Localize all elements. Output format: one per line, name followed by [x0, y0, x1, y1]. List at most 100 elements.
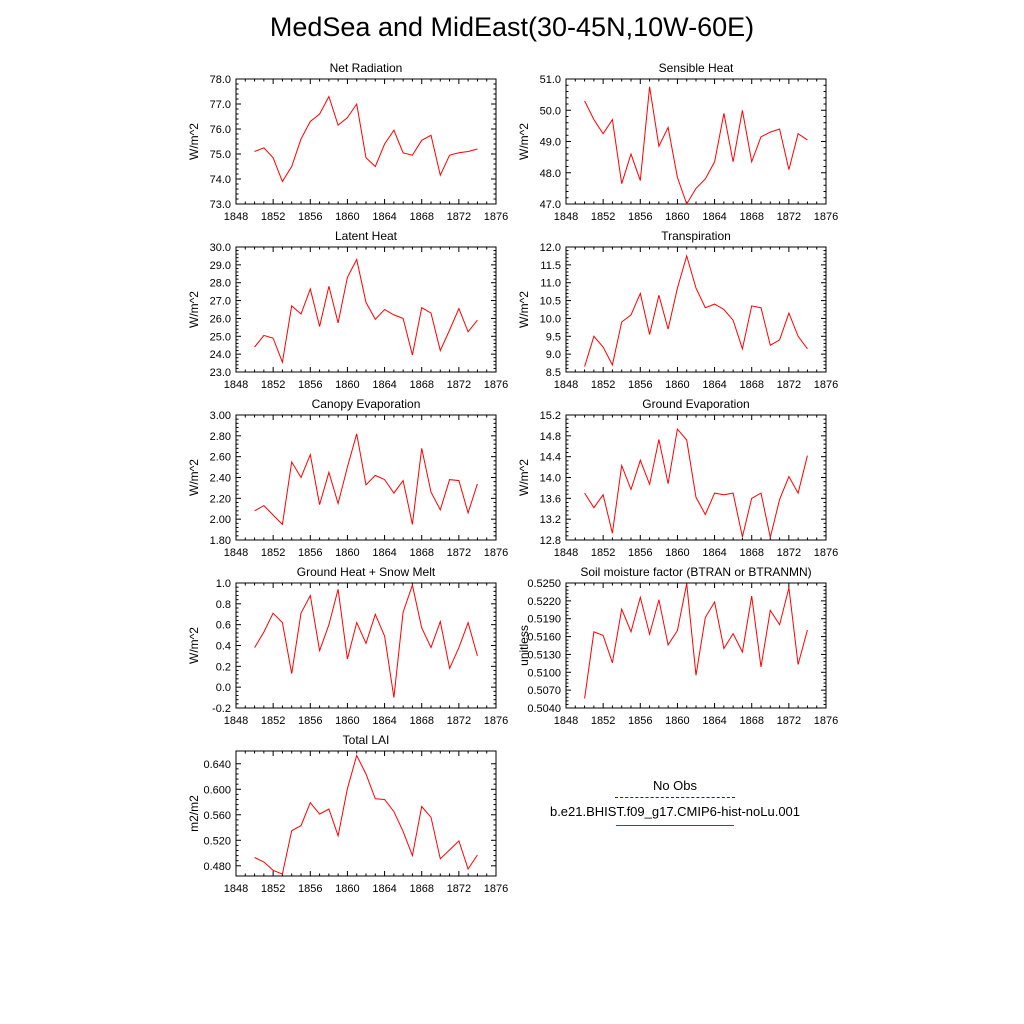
- x-tick-label: 1872: [777, 211, 801, 223]
- x-tick-label: 1852: [591, 379, 615, 391]
- x-tick-label: 1852: [591, 547, 615, 559]
- y-tick-label: 14.0: [540, 473, 561, 485]
- y-tick-label: 0.2: [216, 661, 231, 673]
- x-tick-label: 1876: [484, 211, 508, 223]
- x-tick-label: 1848: [224, 883, 248, 895]
- y-axis-label: W/m^2: [517, 459, 531, 496]
- y-tick-label: 14.4: [540, 452, 561, 464]
- plot-frame: [235, 78, 497, 205]
- x-tick-label: 1872: [447, 211, 471, 223]
- x-tick-label: 1852: [261, 547, 285, 559]
- panel-title: Transpiration: [661, 229, 731, 243]
- x-tick-label: 1864: [372, 715, 396, 727]
- y-tick-label: 8.5: [546, 367, 561, 379]
- legend-obs-swatch: [615, 797, 735, 798]
- plot-frame: [235, 582, 497, 709]
- x-tick-label: 1864: [372, 883, 396, 895]
- y-axis-label: W/m^2: [517, 291, 531, 328]
- y-tick-label: 78.0: [210, 74, 231, 86]
- y-tick-label: 1.0: [216, 578, 231, 590]
- y-tick-label: 0.8: [216, 599, 231, 611]
- y-tick-label: 3.00: [210, 410, 231, 422]
- series-line: [584, 427, 808, 538]
- x-tick-label: 1856: [298, 547, 322, 559]
- series-line: [584, 254, 808, 367]
- chart-panel: Total LAI m2/m2 1848 1852 1856 1860 1864 1868 18…: [187, 733, 508, 895]
- x-tick-label: 1876: [814, 547, 838, 559]
- x-tick-label: 1872: [447, 379, 471, 391]
- x-tick-label: 1848: [224, 211, 248, 223]
- chart-panel: Soil moisture factor (BTRAN or BTRANMN) u…: [517, 565, 838, 727]
- y-tick-label: 25.0: [210, 331, 231, 343]
- x-tick-label: 1868: [739, 379, 763, 391]
- x-tick-label: 1852: [261, 211, 285, 223]
- y-tick-label: 10.5: [540, 296, 561, 308]
- y-tick-label: 0.5160: [527, 632, 561, 644]
- x-tick-label: 1848: [224, 715, 248, 727]
- x-tick-label: 1860: [665, 379, 689, 391]
- y-tick-label: 23.0: [210, 367, 231, 379]
- x-tick-label: 1856: [298, 715, 322, 727]
- x-tick-label: 1856: [298, 883, 322, 895]
- y-tick-label: 75.0: [210, 149, 231, 161]
- y-tick-label: 1.80: [210, 535, 231, 547]
- y-tick-label: 29.0: [210, 260, 231, 272]
- x-tick-label: 1864: [372, 211, 396, 223]
- y-tick-label: 13.2: [540, 514, 561, 526]
- y-tick-label: 0.480: [203, 861, 231, 873]
- legend-obs-label: No Obs: [652, 778, 698, 793]
- y-axis-label: unitless: [517, 625, 531, 666]
- x-tick-label: 1872: [447, 715, 471, 727]
- x-tick-label: 1868: [409, 547, 433, 559]
- x-tick-label: 1864: [372, 547, 396, 559]
- y-tick-label: 2.40: [210, 473, 231, 485]
- x-tick-label: 1860: [335, 211, 359, 223]
- y-tick-label: 27.0: [210, 296, 231, 308]
- x-tick-label: 1848: [224, 547, 248, 559]
- x-tick-label: 1856: [628, 547, 652, 559]
- y-tick-label: 15.2: [540, 410, 561, 422]
- panel-title: Soil moisture factor (BTRAN or BTRANMN): [580, 565, 811, 579]
- y-axis-label: m2/m2: [187, 795, 201, 832]
- y-tick-label: 51.0: [540, 74, 561, 86]
- x-tick-label: 1868: [409, 883, 433, 895]
- x-tick-label: 1856: [628, 379, 652, 391]
- chart-panel: Canopy Evaporation W/m^2 1848 1852 1856 1860 1…: [187, 397, 508, 559]
- legend: No Obs b.e21.BHIST.f09_g17.CMIP6-hist-no…: [520, 778, 830, 826]
- legend-model-swatch: [616, 825, 734, 826]
- chart-panel: Ground Heat + Snow Melt W/m^2 1848 1852 1856…: [187, 565, 508, 727]
- y-axis-label: W/m^2: [187, 627, 201, 664]
- x-tick-label: 1872: [777, 379, 801, 391]
- x-tick-label: 1848: [554, 715, 578, 727]
- y-tick-label: 0.5070: [527, 685, 561, 697]
- y-axis-label: W/m^2: [187, 291, 201, 328]
- y-tick-label: 0.5190: [527, 614, 561, 626]
- x-tick-label: 1872: [777, 547, 801, 559]
- page-title: MedSea and MidEast(30-45N,10W-60E): [269, 12, 755, 42]
- x-tick-label: 1856: [628, 715, 652, 727]
- x-tick-label: 1876: [484, 379, 508, 391]
- x-tick-label: 1876: [814, 379, 838, 391]
- y-tick-label: 9.5: [546, 331, 561, 343]
- x-tick-label: 1848: [554, 547, 578, 559]
- x-tick-label: 1872: [447, 883, 471, 895]
- x-tick-label: 1848: [224, 379, 248, 391]
- x-tick-label: 1872: [447, 547, 471, 559]
- y-tick-label: 9.0: [546, 349, 561, 361]
- plot-frame: [235, 414, 497, 541]
- y-tick-label: 14.8: [540, 431, 561, 443]
- y-axis-label: W/m^2: [517, 123, 531, 160]
- x-tick-label: 1868: [739, 211, 763, 223]
- x-tick-label: 1860: [335, 547, 359, 559]
- y-tick-label: 0.5250: [527, 578, 561, 590]
- panel-title: Total LAI: [343, 733, 390, 747]
- y-tick-label: 0.560: [203, 810, 231, 822]
- y-tick-label: 77.0: [210, 99, 231, 111]
- y-tick-label: 48.0: [540, 168, 561, 180]
- panel-title: Latent Heat: [335, 229, 398, 243]
- series-line: [254, 433, 478, 526]
- y-tick-label: 10.0: [540, 313, 561, 325]
- x-tick-label: 1852: [591, 715, 615, 727]
- plot-frame: [565, 414, 827, 541]
- x-tick-label: 1848: [554, 211, 578, 223]
